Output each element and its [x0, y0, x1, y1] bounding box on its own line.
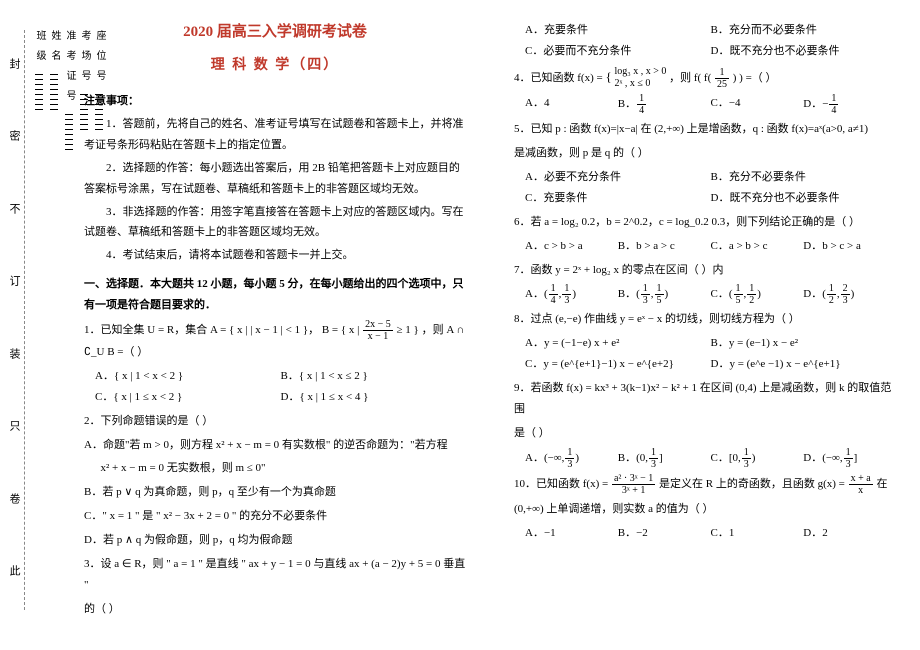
- label-exam-no: 准考证号: [64, 30, 75, 110]
- section-head: 一、选择题．本大题共 12 小题，每小题 5 分，在每小题给出的四个选项中，只有…: [84, 274, 466, 316]
- opt-a: A．−1: [525, 523, 618, 544]
- opt-b: B．{ x | 1 < x ≤ 2 }: [281, 366, 467, 387]
- opt-b: B．充分而不必要条件: [711, 20, 897, 41]
- question-2: 2．下列命题错误的是（ ）: [84, 411, 466, 432]
- opt-c: C．必要而不充分条件: [525, 41, 711, 62]
- question-4: 4．已知函数 f(x) = { log₃ x , x > 0 2ˣ , x ≤ …: [514, 65, 896, 90]
- opt-d: D．2: [803, 523, 896, 544]
- fraction: 2x − 5x − 1: [363, 319, 393, 342]
- field-ticks: [50, 74, 58, 114]
- question-7: 7．函数 y = 2ˣ + log₂ x 的零点在区间（ ）内: [514, 260, 896, 281]
- opt-a: A．必要不充分条件: [525, 167, 711, 188]
- q4-options: A．4 B．14 C．−4 D．−14: [525, 93, 896, 116]
- opt-a: A．c > b > a: [525, 236, 618, 257]
- question-6: 6．若 a = log₂ 0.2，b = 2^0.2，c = log_0.2 0…: [514, 212, 896, 233]
- opt-d: D．b > c > a: [803, 236, 896, 257]
- page-left: 2020 届高三入学调研考试卷 理 科 数 学（四） 注意事项： 1．答题前，先…: [60, 0, 490, 650]
- binding-strip: 封 密 不 订 装 只 卷 此 座位号 考场号 准考证号 姓名 班级: [0, 0, 60, 650]
- question-5: 5．已知 p : 函数 f(x)=|x−a| 在 (2,+∞) 上是增函数，q …: [514, 119, 896, 140]
- mark: 密: [6, 130, 22, 147]
- notice-item: 2．选择题的作答：每小题选出答案后，用 2B 铅笔把答题卡上对应题目的答案标号涂…: [84, 158, 466, 200]
- notice-item: 4．考试结束后，请将本试题卷和答题卡一并上交。: [84, 245, 466, 266]
- opt-d: D．(−∞,13]: [803, 447, 896, 470]
- opt-a: A．充要条件: [525, 20, 711, 41]
- opt-d: D．{ x | 1 ≤ x < 4 }: [281, 387, 467, 408]
- field-ticks: [65, 114, 73, 154]
- opt-a: A．y = (−1−e) x + e²: [525, 333, 711, 354]
- main-title: 2020 届高三入学调研考试卷: [84, 18, 466, 47]
- sealing-marks: 封 密 不 订 装 只 卷 此: [6, 30, 22, 610]
- q8-options: A．y = (−1−e) x + e² B．y = (e−1) x − e² C…: [525, 333, 896, 375]
- dashed-line: [24, 30, 25, 610]
- opt-a: A．4: [525, 93, 618, 116]
- opt-b: B．b > a > c: [618, 236, 711, 257]
- mark: 订: [6, 275, 22, 292]
- opt-d: D．−14: [803, 93, 896, 116]
- field-ticks: [80, 94, 88, 134]
- opt-d: D．(12,23): [803, 283, 896, 306]
- mark: 装: [6, 348, 22, 365]
- q10-stem2: (0,+∞) 上单调递增，则实数 a 的值为（ ）: [514, 499, 896, 520]
- question-3: 3．设 a ∈ R，则 " a = 1 " 是直线 " ax + y − 1 =…: [84, 554, 466, 596]
- q3-tail: 的（ ）: [84, 599, 466, 620]
- question-10: 10．已知函数 f(x) = a² · 3ˣ − 13ˣ + 1 是定义在 R …: [514, 473, 896, 496]
- opt-a: A．(14,13): [525, 283, 618, 306]
- field-ticks: [95, 94, 103, 134]
- question-8: 8．过点 (e,−e) 作曲线 y = eˣ − x 的切线，则切线方程为（ ）: [514, 309, 896, 330]
- sub-title: 理 科 数 学（四）: [84, 53, 466, 80]
- q3-options: A．充要条件 B．充分而不必要条件 C．必要而不充分条件 D．既不充分也不必要条…: [525, 20, 896, 62]
- q1-stem-pre: 1．已知全集 U = R，集合 A = { x | | x − 1 | < 1 …: [84, 324, 341, 336]
- opt-c: C．[0,13): [711, 447, 804, 470]
- label-name: 姓名: [49, 30, 60, 70]
- opt-c: C．{ x | 1 ≤ x < 2 }: [95, 387, 281, 408]
- label-seat: 座位号: [94, 30, 105, 90]
- opt-d: D．y = (e^e −1) x − e^{e+1}: [711, 354, 897, 375]
- opt-c: C．−4: [711, 93, 804, 116]
- question-9: 9．若函数 f(x) = kx³ + 3(k−1)x² − k² + 1 在区间…: [514, 378, 896, 420]
- opt-b: B．(13,15): [618, 283, 711, 306]
- q2-opt-a: A．命题"若 m > 0，则方程 x² + x − m = 0 有实数根" 的逆…: [84, 435, 466, 456]
- q2-opt-b: B．若 p ∨ q 为真命题，则 p，q 至少有一个为真命题: [84, 482, 466, 503]
- student-info-labels: 座位号 考场号 准考证号 姓名 班级: [32, 30, 107, 610]
- q2-opt-c: C．" x = 1 " 是 " x² − 3x + 2 = 0 " 的充分不必要…: [84, 506, 466, 527]
- field-ticks: [35, 74, 43, 114]
- opt-b: B．−2: [618, 523, 711, 544]
- opt-d: D．既不充分也不必要条件: [711, 188, 897, 209]
- opt-d: D．既不充分也不必要条件: [711, 41, 897, 62]
- notice-item: 3．非选择题的作答：用签字笔直接答在答题卡上对应的答题区域内。写在试题卷、草稿纸…: [84, 202, 466, 244]
- q5-stem2: 是减函数，则 p 是 q 的（ ）: [514, 143, 896, 164]
- content-area: 2020 届高三入学调研考试卷 理 科 数 学（四） 注意事项： 1．答题前，先…: [60, 0, 920, 650]
- question-1: 1．已知全集 U = R，集合 A = { x | | x − 1 | < 1 …: [84, 319, 466, 363]
- opt-b: B．14: [618, 93, 711, 116]
- mark: 不: [6, 203, 22, 220]
- q2-opt-d: D．若 p ∧ q 为假命题，则 p，q 均为假命题: [84, 530, 466, 551]
- opt-a: A．{ x | 1 < x < 2 }: [95, 366, 281, 387]
- opt-b: B．y = (e−1) x − e²: [711, 333, 897, 354]
- mark: 卷: [6, 493, 22, 510]
- opt-b: B．(0,13]: [618, 447, 711, 470]
- notice-item: 1．答题前，先将自己的姓名、准考证号填写在试题卷和答题卡上，并将准考证号条形码粘…: [84, 114, 466, 156]
- opt-a: A．(−∞,13): [525, 447, 618, 470]
- q10-options: A．−1 B．−2 C．1 D．2: [525, 523, 896, 544]
- opt-c: C．(15,12): [711, 283, 804, 306]
- q7-options: A．(14,13) B．(13,15) C．(15,12) D．(12,23): [525, 283, 896, 306]
- opt-b: B．充分不必要条件: [711, 167, 897, 188]
- label-room: 考场号: [79, 30, 90, 90]
- q5-options: A．必要不充分条件 B．充分不必要条件 C．充要条件 D．既不充分也不必要条件: [525, 167, 896, 209]
- opt-c: C．充要条件: [525, 188, 711, 209]
- label-class: 班级: [34, 30, 45, 70]
- mark: 封: [6, 58, 22, 75]
- opt-c: C．a > b > c: [711, 236, 804, 257]
- page-right: A．充要条件 B．充分而不必要条件 C．必要而不充分条件 D．既不充分也不必要条…: [490, 0, 920, 650]
- q9-stem2: 是（ ）: [514, 423, 896, 444]
- mark: 此: [6, 565, 22, 582]
- q9-options: A．(−∞,13) B．(0,13] C．[0,13) D．(−∞,13]: [525, 447, 896, 470]
- opt-c: C．y = (e^{e+1}−1) x − e^{e+2}: [525, 354, 711, 375]
- q2-opt-a-cont: x² + x − m = 0 无实数根，则 m ≤ 0": [84, 458, 466, 479]
- opt-c: C．1: [711, 523, 804, 544]
- q6-options: A．c > b > a B．b > a > c C．a > b > c D．b …: [525, 236, 896, 257]
- notice-head: 注意事项：: [84, 91, 466, 112]
- q1-options: A．{ x | 1 < x < 2 } B．{ x | 1 < x ≤ 2 } …: [95, 366, 466, 408]
- mark: 只: [6, 420, 22, 437]
